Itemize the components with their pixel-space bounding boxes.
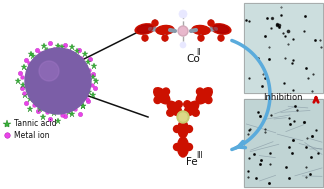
Circle shape (179, 10, 187, 18)
Bar (244, 99, 323, 187)
Circle shape (173, 125, 180, 132)
Bar (244, 3, 323, 93)
Circle shape (192, 109, 199, 116)
Circle shape (186, 125, 192, 132)
Ellipse shape (156, 26, 174, 35)
Circle shape (198, 35, 204, 41)
Circle shape (25, 48, 91, 114)
Ellipse shape (178, 120, 188, 138)
Ellipse shape (167, 101, 182, 116)
Ellipse shape (137, 25, 153, 33)
Text: Metal ion: Metal ion (14, 130, 50, 139)
Circle shape (173, 143, 180, 150)
Ellipse shape (192, 26, 210, 35)
Circle shape (186, 143, 192, 150)
Circle shape (152, 20, 158, 26)
Bar (244, 99, 323, 187)
Text: Tannic acid: Tannic acid (14, 119, 57, 129)
Ellipse shape (184, 101, 199, 116)
Circle shape (178, 26, 188, 36)
Text: II: II (196, 48, 201, 57)
Circle shape (162, 35, 168, 41)
Text: III: III (196, 151, 203, 160)
Circle shape (154, 97, 161, 104)
Text: Fe: Fe (186, 157, 198, 167)
Circle shape (163, 88, 169, 95)
Ellipse shape (213, 25, 229, 33)
Ellipse shape (154, 88, 170, 104)
Circle shape (177, 111, 189, 123)
Circle shape (180, 42, 186, 48)
Ellipse shape (135, 24, 155, 34)
Circle shape (184, 101, 191, 108)
Ellipse shape (211, 24, 231, 34)
Circle shape (39, 61, 59, 81)
Circle shape (167, 109, 174, 116)
Circle shape (205, 97, 212, 104)
Circle shape (142, 35, 148, 41)
Bar (244, 3, 323, 93)
Text: Inhibition: Inhibition (263, 92, 303, 101)
Circle shape (208, 20, 214, 26)
Circle shape (196, 88, 203, 95)
Ellipse shape (178, 137, 189, 157)
Text: Co: Co (186, 54, 200, 64)
Circle shape (175, 101, 182, 108)
Circle shape (179, 28, 187, 35)
Circle shape (218, 35, 224, 41)
Ellipse shape (196, 88, 212, 104)
Circle shape (179, 113, 187, 121)
